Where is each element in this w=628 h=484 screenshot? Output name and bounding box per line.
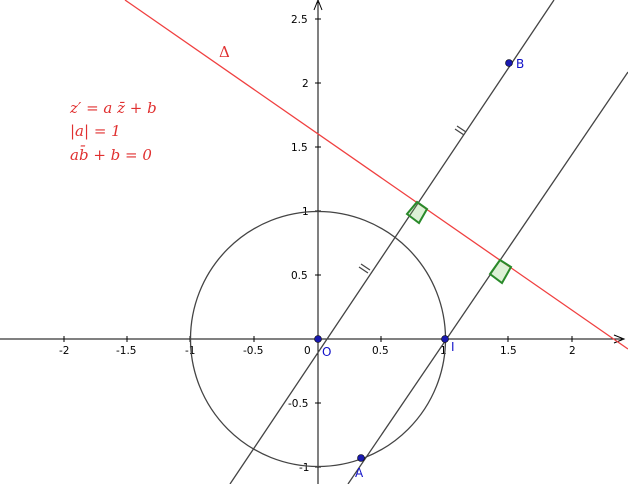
- label-A: A: [355, 466, 364, 480]
- y-tick-label: -0.5: [288, 398, 309, 410]
- y-tick-label: -1: [299, 462, 309, 474]
- x-tick-label: 1.5: [500, 345, 517, 357]
- label-I: I: [451, 340, 455, 354]
- x-tick-label: -2: [59, 345, 69, 357]
- x-tick-label: 0.5: [372, 345, 389, 357]
- y-axis: [313, 0, 323, 484]
- line-IA: [347, 71, 628, 484]
- point-B[interactable]: [505, 59, 513, 67]
- delta-line: [124, 0, 628, 350]
- y-tick-label: 1.5: [291, 142, 308, 154]
- y-tick-label: 2: [302, 78, 309, 90]
- x-tick-label: 1: [440, 345, 447, 357]
- line-OB: [229, 0, 555, 484]
- label-B: B: [516, 57, 524, 71]
- right-angle-marker-upper: [405, 200, 429, 225]
- formula-condition: ab̄ + b = 0: [70, 146, 152, 164]
- x-tick-label: 0: [304, 345, 311, 357]
- x-tick-labels: -2 -1.5 -1 -0.5 0 0.5 1 1.5 2: [59, 345, 576, 357]
- equal-marks-upper: [454, 125, 467, 136]
- y-tick-labels: 2.5 2 1.5 1 0.5 -0.5 -1: [288, 14, 309, 474]
- delta-label: Δ: [219, 43, 230, 61]
- point-O[interactable]: [314, 335, 322, 343]
- x-tick-label: -1.5: [116, 345, 137, 357]
- x-tick-label: -0.5: [243, 345, 264, 357]
- y-tick-label: 0.5: [291, 270, 308, 282]
- point-I[interactable]: [441, 335, 449, 343]
- x-tick-label: 2: [569, 345, 576, 357]
- y-tick-label: 2.5: [291, 14, 308, 26]
- point-A[interactable]: [357, 454, 365, 462]
- formula-modulus: |a| = 1: [70, 122, 121, 140]
- label-O: O: [322, 345, 331, 359]
- right-angle-marker-lower: [488, 258, 513, 285]
- equal-marks-lower: [358, 263, 371, 274]
- x-axis: [0, 334, 626, 344]
- x-tick-label: -1: [185, 345, 195, 357]
- formula-transform: z′ = a z̄ + b: [69, 99, 157, 117]
